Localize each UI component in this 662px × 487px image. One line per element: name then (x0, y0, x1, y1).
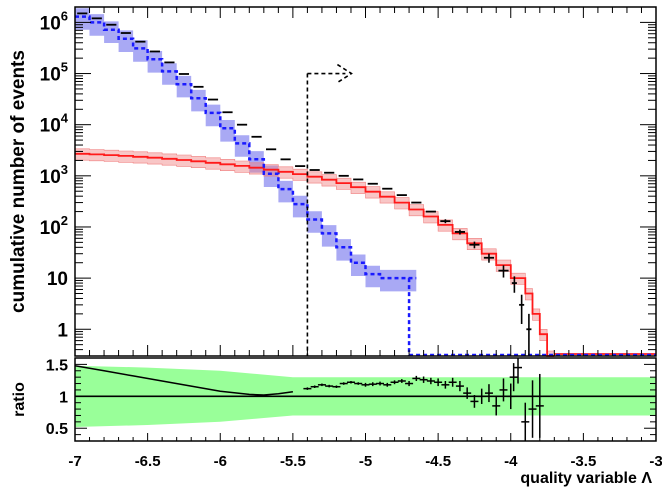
ratio-point (463, 387, 472, 399)
ratio-point (426, 377, 435, 385)
ratio-y-ticks: 1.5 1 0.5 (46, 357, 656, 438)
x-tick-label: -3 (649, 453, 662, 470)
ratio-point (354, 382, 363, 385)
data-point (483, 253, 495, 263)
ratio-point (325, 384, 334, 388)
x-tick-label: -4 (504, 453, 518, 470)
data-point (511, 276, 517, 293)
ratio-trend-line (74, 364, 294, 396)
x-tick-label: -4.5 (425, 453, 451, 470)
ratio-point (397, 379, 406, 383)
ratio-point (506, 383, 515, 410)
ratio-point (434, 378, 443, 387)
ratio-point (499, 378, 508, 402)
ratio-panel: -7 -6.5 -6 -5.5 -5 -4.5 -4 -3.5 -3 1.5 1 0.5 ratio… (11, 357, 662, 487)
signal-line (75, 152, 555, 357)
data-point (440, 219, 451, 224)
data-point (454, 229, 465, 235)
main-y-tick-label: 105 (40, 60, 68, 86)
background-band-area (75, 8, 417, 292)
data-point (526, 313, 532, 356)
background-line (75, 15, 417, 280)
ratio-point (346, 380, 355, 384)
main-y-tick-label: 104 (40, 111, 69, 137)
data-point (519, 294, 525, 324)
ratio-point (317, 383, 326, 387)
x-tick-label: -6 (214, 453, 227, 470)
main-y-tick-label: 103 (40, 162, 68, 188)
ratio-point (535, 373, 544, 438)
ratio-point (303, 387, 312, 390)
cut-arrow-head (336, 63, 353, 84)
ratio-point (419, 376, 428, 383)
ratio-point (390, 380, 399, 385)
ratio-point (405, 380, 414, 387)
ratio-point (492, 396, 501, 416)
ratio-point (368, 382, 377, 387)
ratio-point (441, 380, 450, 389)
ratio-point (528, 380, 537, 438)
ratio-point (339, 382, 348, 385)
cut-line (306, 63, 353, 356)
data-point (469, 241, 480, 249)
main-y-tick-label: 102 (40, 213, 68, 239)
ratio-x-ticks: -7 -6.5 -6 -5.5 -5 -4.5 -4 -3.5 -3 (68, 433, 662, 470)
ratio-point (361, 382, 370, 387)
ratio-point (332, 385, 341, 389)
ratio-point (455, 380, 464, 392)
ratio-point (484, 384, 493, 403)
x-tick-label: -3.5 (570, 453, 596, 470)
ratio-point (477, 388, 486, 404)
data-point (498, 265, 509, 278)
ratio-point (509, 363, 518, 392)
ratio-point (383, 382, 392, 387)
x-tick-label: -5 (359, 453, 372, 470)
x-tick-label: -5.5 (280, 453, 306, 470)
main-y-tick-label: 10 (47, 269, 68, 290)
ratio-y-tick-label: 0.5 (46, 421, 68, 438)
main-series-lines (75, 12, 656, 357)
ratio-point (470, 395, 479, 408)
ratio-point (310, 385, 319, 389)
ratio-point (514, 358, 523, 384)
ratio-y-tick-label: 1.5 (46, 357, 68, 374)
ratio-point (412, 375, 421, 381)
main-y-tick-label: 106 (40, 8, 68, 34)
main-x-ticks (74, 7, 657, 356)
ratio-point (448, 377, 457, 387)
x-tick-label: -7 (68, 453, 81, 470)
ratio-point (521, 402, 530, 441)
ratio-points (74, 358, 544, 441)
ratio-y-axis-title: ratio (11, 382, 28, 417)
x-axis-title: quality variable Λ (520, 470, 652, 487)
main-y-tick-label: 1 (57, 320, 68, 341)
x-tick-label: -6.5 (135, 453, 161, 470)
background-uncertainty-band (75, 8, 417, 292)
ratio-point (376, 381, 385, 386)
main-y-axis-title: cumulative number of events (8, 50, 29, 313)
ratio-y-tick-label: 1 (59, 389, 68, 406)
